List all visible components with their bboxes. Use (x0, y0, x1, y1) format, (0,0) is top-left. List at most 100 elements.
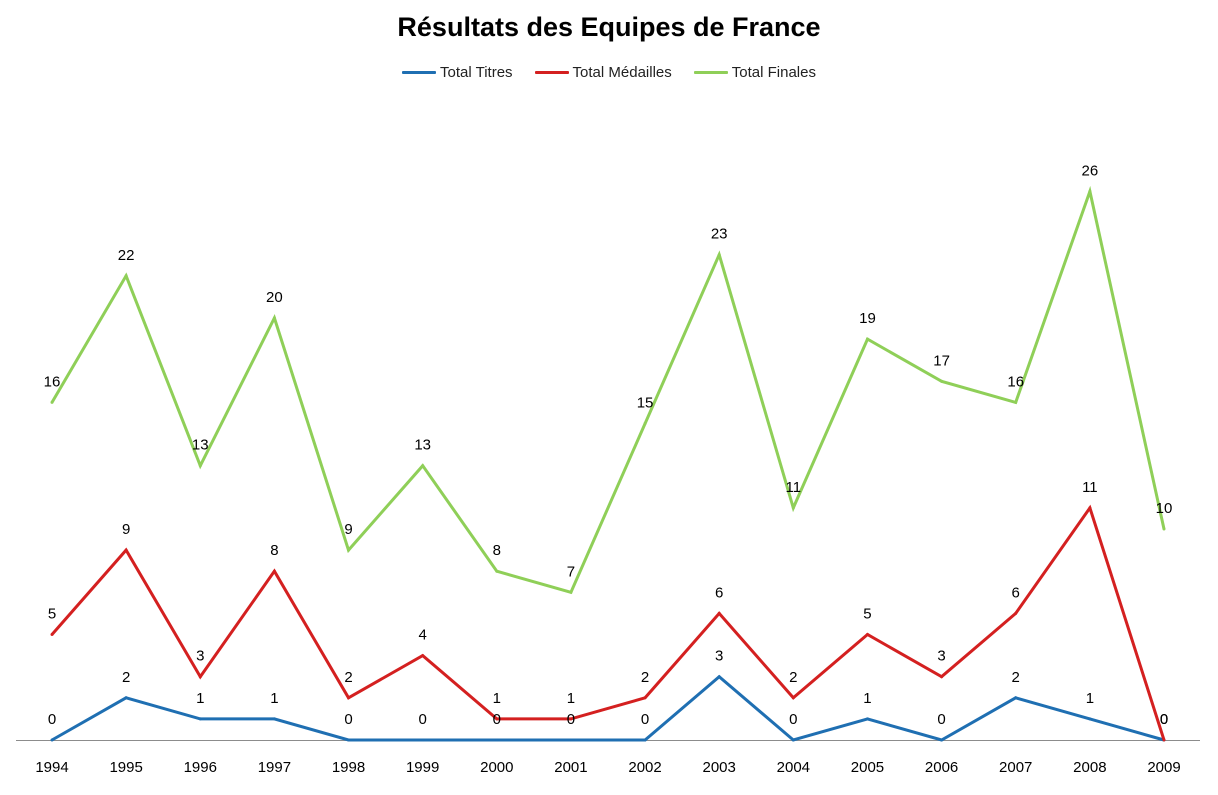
legend-swatch-finales (693, 71, 728, 74)
data-point-total-titres-1996 (198, 717, 202, 721)
data-point-total-medailles-2001 (569, 717, 573, 721)
x-tick-label-1998: 1998 (332, 759, 365, 776)
data-label-total-medailles-2004: 2 (789, 669, 797, 686)
series-group (50, 185, 1166, 742)
data-point-total-finales-2009 (1162, 527, 1166, 531)
x-tick-label-1997: 1997 (258, 759, 291, 776)
series-line-total-finales (50, 185, 1166, 595)
x-tick-label-1994: 1994 (35, 759, 68, 776)
data-label-total-finales-1997: 20 (266, 289, 283, 306)
x-tick-label-2002: 2002 (628, 759, 661, 776)
data-point-total-finales-2005 (865, 337, 869, 341)
data-point-total-medailles-2003 (717, 611, 721, 615)
data-label-total-titres-2006: 0 (937, 711, 945, 728)
data-label-total-finales-2005: 19 (859, 310, 876, 327)
data-label-total-titres-2009: 0 (1160, 711, 1168, 728)
legend-label-titres: Total Titres (440, 64, 513, 81)
data-label-total-finales-1995: 22 (118, 247, 135, 264)
x-tick-label-1995: 1995 (109, 759, 142, 776)
data-label-total-medailles-2009: 0 (1160, 711, 1168, 728)
data-point-total-titres-1994 (50, 738, 54, 742)
data-label-total-titres-2002: 0 (641, 711, 649, 728)
data-point-total-finales-1999 (421, 464, 425, 468)
data-point-total-finales-1994 (50, 400, 54, 404)
data-label-total-finales-2000: 8 (493, 542, 501, 559)
x-tick-label-2009: 2009 (1147, 759, 1180, 776)
data-label-total-medailles-2005: 5 (863, 606, 871, 623)
data-point-total-titres-2008 (1088, 717, 1092, 721)
data-label-total-titres-1995: 2 (122, 669, 130, 686)
data-point-total-medailles-2002 (643, 696, 647, 700)
data-label-total-medailles-2008: 11 (1082, 479, 1098, 496)
data-point-total-medailles-2004 (791, 696, 795, 700)
data-label-total-titres-1998: 0 (344, 711, 352, 728)
data-point-total-finales-1995 (124, 274, 128, 278)
data-point-total-medailles-2009 (1162, 738, 1166, 742)
data-label-total-titres-2008: 1 (1086, 690, 1094, 707)
data-label-total-titres-2000: 0 (493, 711, 501, 728)
data-label-total-titres-2007: 2 (1012, 669, 1020, 686)
data-point-total-finales-2007 (1014, 400, 1018, 404)
data-label-total-titres-1994: 0 (48, 711, 56, 728)
data-label-total-medailles-2000: 1 (493, 690, 501, 707)
data-label-total-finales-1999: 13 (414, 437, 431, 454)
data-label-total-finales-1994: 16 (44, 373, 61, 390)
data-label-total-medailles-2002: 2 (641, 669, 649, 686)
x-tick-label-2005: 2005 (851, 759, 884, 776)
data-label-total-titres-2005: 1 (863, 690, 871, 707)
data-label-total-finales-2008: 26 (1082, 162, 1099, 179)
series-line-total-titres (51, 674, 1165, 742)
data-point-total-medailles-1999 (421, 654, 425, 658)
data-point-total-medailles-2007 (1014, 611, 1018, 615)
data-label-total-medailles-1999: 4 (418, 627, 426, 644)
data-label-total-medailles-2007: 6 (1012, 584, 1020, 601)
data-point-total-medailles-2008 (1088, 506, 1092, 510)
data-label-total-medailles-1995: 9 (122, 521, 130, 538)
data-label-total-finales-2007: 16 (1007, 373, 1024, 390)
data-point-total-titres-1995 (124, 696, 128, 700)
data-point-total-finales-2004 (791, 506, 795, 510)
data-point-total-finales-2003 (717, 253, 721, 257)
legend-swatch-titres (402, 71, 437, 74)
data-label-total-finales-1996: 13 (192, 437, 209, 454)
data-point-total-titres-1999 (421, 738, 425, 742)
data-label-total-titres-2001: 0 (567, 711, 575, 728)
data-label-total-finales-1998: 9 (344, 521, 352, 538)
data-point-total-medailles-1994 (50, 633, 54, 636)
data-point-total-finales-1997 (272, 316, 276, 320)
data-point-total-finales-1996 (198, 464, 202, 468)
data-point-total-titres-2005 (865, 717, 869, 721)
x-tick-label-1999: 1999 (406, 759, 439, 776)
data-point-total-finales-2008 (1088, 189, 1092, 193)
legend: Total Titres Total Médailles Total Final… (0, 64, 1218, 81)
data-point-total-titres-2002 (643, 738, 647, 742)
data-point-total-titres-1997 (272, 717, 276, 721)
data-point-total-finales-2001 (569, 590, 573, 594)
x-tick-label-2007: 2007 (999, 759, 1032, 776)
data-label-total-finales-2003: 23 (711, 226, 728, 243)
data-label-total-medailles-2006: 3 (937, 648, 945, 665)
data-label-total-medailles-1997: 8 (270, 542, 278, 559)
data-label-total-titres-1999: 0 (418, 711, 426, 728)
data-point-total-medailles-2005 (865, 633, 869, 636)
legend-item-titres: Total Titres (402, 64, 513, 81)
x-tick-label-2004: 2004 (777, 759, 810, 776)
data-point-total-titres-2007 (1014, 696, 1018, 700)
data-label-total-titres-2003: 3 (715, 648, 723, 665)
data-label-total-medailles-1998: 2 (344, 669, 352, 686)
data-label-total-medailles-1994: 5 (48, 606, 56, 623)
data-point-total-titres-2006 (940, 738, 944, 742)
legend-swatch-medailles (534, 71, 569, 74)
data-point-total-titres-2000 (495, 738, 499, 742)
data-label-total-titres-1997: 1 (270, 690, 278, 707)
data-point-total-medailles-1997 (272, 569, 276, 573)
x-axis-group: 1994 1995 1996 1997 1998 1999 2000 2001 2002 2003… (16, 740, 1200, 776)
data-point-total-titres-2004 (791, 738, 795, 742)
data-point-total-finales-2006 (940, 379, 944, 383)
data-label-total-finales-2006: 17 (933, 352, 950, 369)
x-tick-label-2006: 2006 (925, 759, 958, 776)
data-point-total-titres-2003 (717, 675, 721, 679)
